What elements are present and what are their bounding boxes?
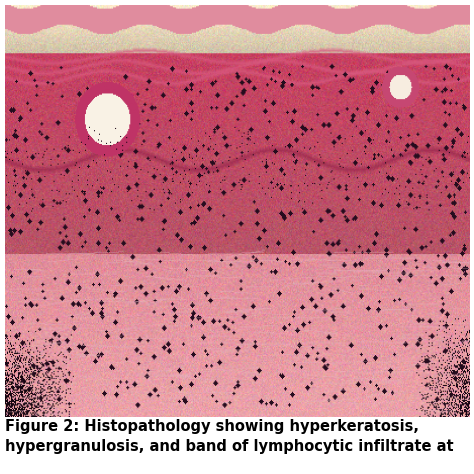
Text: Figure 2: Histopathology showing hyperkeratosis,: Figure 2: Histopathology showing hyperke…	[5, 419, 419, 434]
Text: hypergranulosis, and band of lymphocytic infiltrate at: hypergranulosis, and band of lymphocytic…	[5, 439, 453, 454]
